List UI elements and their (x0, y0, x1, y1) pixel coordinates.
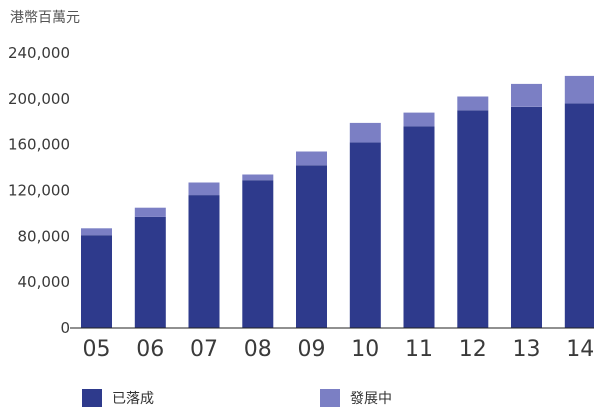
legend-swatch-completed (82, 389, 102, 407)
bar-segment-developing-05 (81, 228, 112, 236)
y-tick-label: 80,000 (18, 227, 71, 245)
y-tick-label: 240,000 (8, 44, 70, 62)
bar-segment-completed-11 (403, 126, 435, 328)
x-tick-label: 07 (190, 337, 218, 362)
bar-segment-completed-08 (242, 180, 274, 328)
x-tick-label: 06 (136, 337, 164, 362)
bar-segment-completed-12 (457, 110, 489, 328)
x-tick-label: 08 (244, 337, 272, 362)
y-tick-label: 200,000 (8, 90, 70, 108)
bar-segment-developing-12 (457, 96, 489, 111)
bar-segment-completed-10 (349, 142, 381, 328)
bar-segment-completed-06 (134, 216, 166, 328)
bar-segment-completed-09 (296, 165, 327, 328)
x-tick-label: 05 (83, 337, 111, 362)
bar-segment-developing-10 (349, 122, 381, 143)
x-tick-label: 10 (351, 337, 379, 362)
bars (81, 75, 594, 329)
y-tick-label: 120,000 (8, 182, 70, 200)
y-tick-label: 160,000 (8, 136, 70, 154)
legend-label-completed: 已落成 (112, 391, 154, 407)
bar-segment-developing-07 (188, 182, 220, 196)
bar-segment-developing-06 (134, 207, 166, 217)
y-tick-label: 40,000 (18, 273, 71, 291)
y-axis-ticks: 0 40,000 80,000 120,000 160,000 200,000 240,00… (8, 44, 70, 337)
bar-segment-completed-14 (564, 103, 594, 329)
bar-segment-developing-11 (403, 112, 435, 127)
x-axis-ticks: 05 06 07 08 09 10 11 12 13 14 (83, 337, 594, 362)
bar-segment-developing-08 (242, 174, 274, 181)
x-tick-label: 13 (513, 337, 541, 362)
bar-segment-completed-05 (81, 235, 112, 328)
x-tick-label: 09 (298, 337, 326, 362)
bar-segment-developing-13 (511, 83, 542, 107)
bar-segment-developing-14 (564, 75, 594, 104)
bar-segment-developing-09 (296, 151, 327, 166)
bar-segment-completed-07 (188, 195, 220, 328)
x-tick-label: 12 (459, 337, 487, 362)
x-tick-label: 11 (405, 337, 433, 362)
unit-label: 港幣百萬元 (10, 10, 80, 26)
legend-swatch-developing (320, 389, 340, 407)
legend-label-developing: 發展中 (350, 391, 392, 407)
x-tick-label: 14 (566, 337, 594, 362)
y-tick-label: 0 (60, 319, 70, 337)
bar-segment-completed-13 (511, 106, 542, 329)
legend-item-developing: 發展中 (320, 389, 392, 407)
legend-item-completed: 已落成 (82, 389, 154, 407)
